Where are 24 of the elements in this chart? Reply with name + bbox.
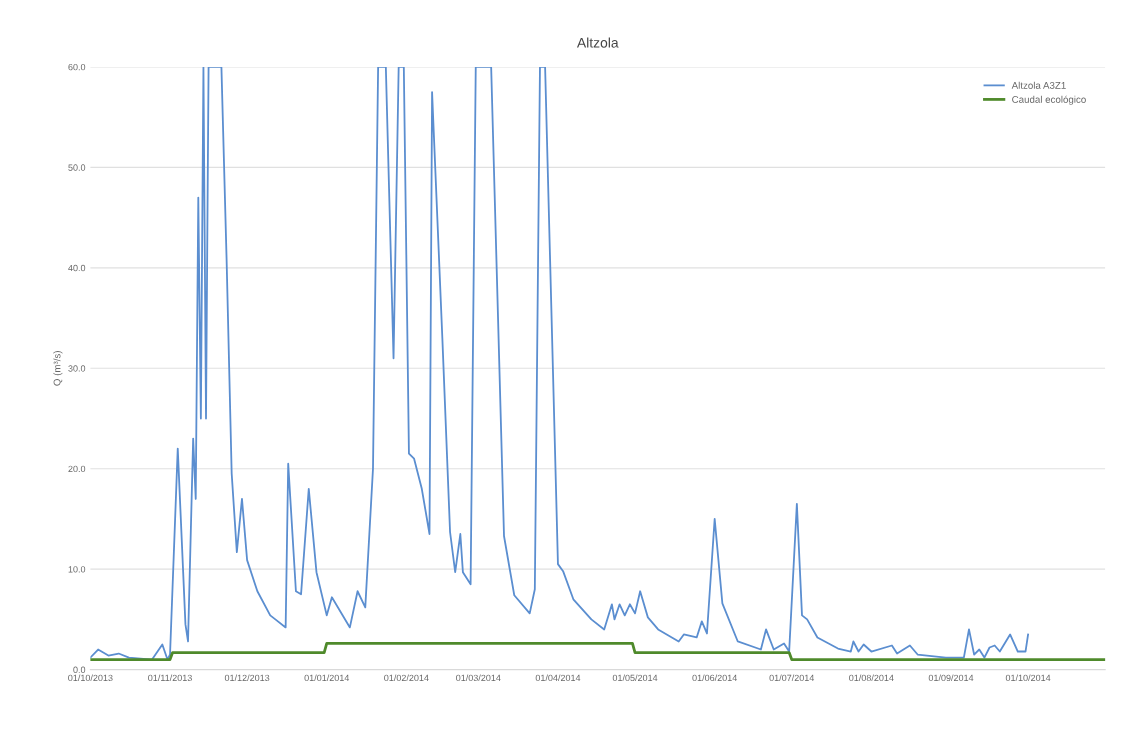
x-tick-label: 01/11/2013 — [148, 674, 192, 682]
x-tick-label: 01/09/2014 — [928, 674, 974, 682]
y-tick-label: 60.0 — [68, 63, 86, 71]
x-tick-label: 01/06/2014 — [692, 674, 737, 682]
x-tick-label: 01/08/2014 — [849, 674, 894, 682]
x-tick-label: 01/07/2014 — [769, 674, 815, 682]
x-tick-label: 01/01/2014 — [304, 674, 350, 682]
y-tick-label: 10.0 — [68, 566, 86, 573]
y-tick-label: 0.0 — [73, 666, 86, 673]
legend-label: Altzola A3Z1 — [1011, 81, 1066, 89]
y-tick-label: 30.0 — [68, 365, 86, 372]
y-tick-label: 20.0 — [68, 465, 86, 473]
chart-title: Altzola — [576, 37, 619, 48]
x-tick-label: 01/10/2013 — [68, 674, 113, 682]
legend-label: Caudal ecológico — [1012, 95, 1086, 105]
x-tick-label: 01/12/2013 — [224, 674, 270, 682]
x-tick-label: 01/05/2014 — [612, 674, 658, 682]
y-tick-label: 40.0 — [68, 264, 86, 272]
x-tick-label: 01/03/2014 — [456, 674, 501, 682]
x-tick-label: 01/04/2014 — [535, 674, 581, 682]
y-tick-label: 50.0 — [68, 164, 86, 171]
x-tick-label: 01/10/2014 — [1005, 674, 1051, 682]
y-axis-title: Q (m³/s) — [53, 351, 63, 386]
x-tick-label: 01/02/2014 — [384, 674, 429, 682]
